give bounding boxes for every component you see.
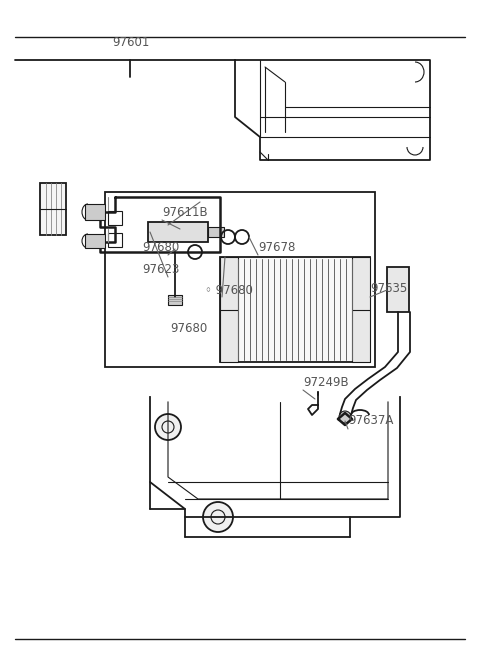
Text: ◦ 97680: ◦ 97680 <box>205 284 253 297</box>
Text: 97678: 97678 <box>258 241 295 254</box>
Bar <box>40 183 66 235</box>
Text: 97601: 97601 <box>112 36 149 49</box>
Text: 97637A: 97637A <box>348 414 394 427</box>
Bar <box>108 233 122 247</box>
Bar <box>352 257 370 362</box>
Bar <box>148 222 208 242</box>
Text: 97635: 97635 <box>370 282 407 295</box>
Circle shape <box>155 414 181 440</box>
Bar <box>208 227 224 237</box>
Circle shape <box>339 411 351 423</box>
Text: 97623: 97623 <box>142 263 180 276</box>
Text: 97680: 97680 <box>142 241 179 254</box>
Bar <box>85 204 105 220</box>
Circle shape <box>203 502 233 532</box>
Bar <box>108 211 122 225</box>
Bar <box>387 267 409 312</box>
Text: 97680: 97680 <box>170 322 207 335</box>
Text: 97249B: 97249B <box>303 376 348 389</box>
Bar <box>220 257 238 362</box>
Text: 97611B: 97611B <box>162 206 208 219</box>
Bar <box>168 295 182 305</box>
Bar <box>220 257 370 362</box>
Bar <box>105 192 375 367</box>
Bar <box>85 234 105 248</box>
